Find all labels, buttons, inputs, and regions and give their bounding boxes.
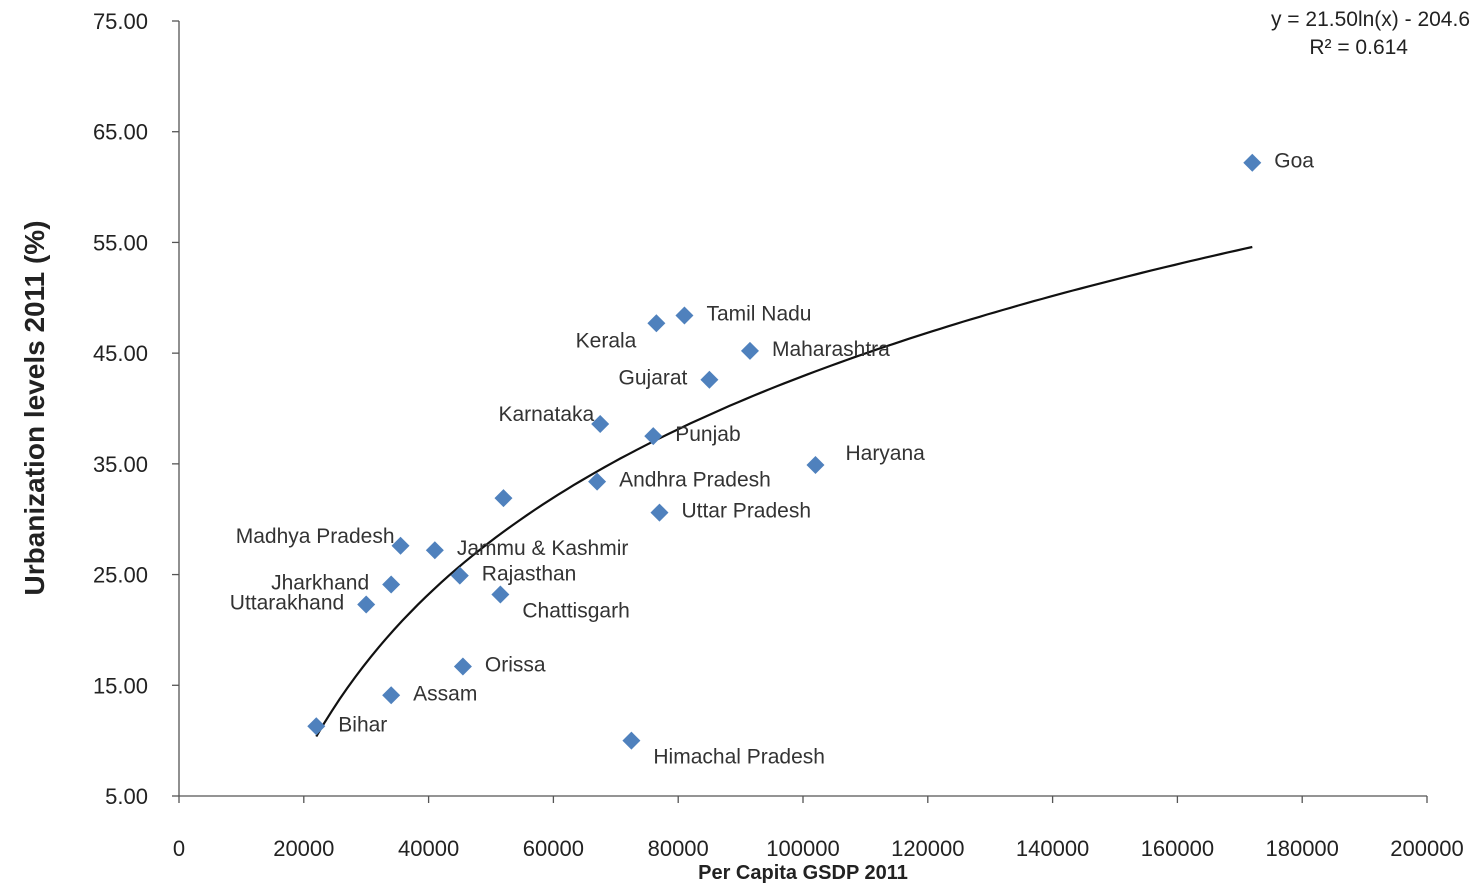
y-tick-label: 65.00 xyxy=(93,120,148,145)
x-tick-label: 20000 xyxy=(273,836,334,861)
data-point xyxy=(491,585,510,604)
data-point xyxy=(644,427,663,446)
data-point-label: Uttarakhand xyxy=(230,591,344,614)
trendline xyxy=(315,245,1253,738)
data-point xyxy=(650,503,669,522)
y-tick-label: 5.00 xyxy=(105,784,148,809)
data-point xyxy=(494,489,513,508)
equation-box: y = 21.50ln(x) - 204.6 R² = 0.614 xyxy=(1271,8,1470,59)
data-point-label: Jammu & Kashmir xyxy=(457,537,629,560)
data-point xyxy=(450,566,469,585)
data-point-label: Haryana xyxy=(845,442,925,465)
data-point-label: Karnataka xyxy=(498,403,594,426)
data-point xyxy=(622,731,641,750)
x-tick-label: 160000 xyxy=(1141,836,1214,861)
axes: 5.00 15.00 25.00 35.00 45.00 55.00 65.00 75.00 0… xyxy=(93,9,1464,861)
y-tick-label: 55.00 xyxy=(93,230,148,255)
x-tick-label: 200000 xyxy=(1390,836,1463,861)
data-point-label: Assam xyxy=(413,682,477,705)
data-point xyxy=(806,455,825,474)
y-axis-title-text: Urbanization levels 2011 (%) xyxy=(19,220,50,595)
y-axis-title: Urbanization levels 2011 (%) xyxy=(19,220,50,595)
data-point-label: Punjab xyxy=(675,423,740,446)
r-squared: R² = 0.614 xyxy=(1309,36,1408,59)
data-point-label: Andhra Pradesh xyxy=(619,469,771,492)
data-point xyxy=(453,657,472,676)
trendline-equation: y = 21.50ln(x) - 204.6 xyxy=(1271,8,1470,31)
y-tick-label: 25.00 xyxy=(93,563,148,588)
x-tick-label: 100000 xyxy=(766,836,839,861)
x-tick-label: 120000 xyxy=(891,836,964,861)
y-tick-label: 35.00 xyxy=(93,452,148,477)
data-point-label: Tamil Nadu xyxy=(706,303,811,326)
trendline-curve xyxy=(315,245,1253,738)
data-point xyxy=(307,717,326,736)
data-point xyxy=(382,686,401,705)
x-tick-label: 60000 xyxy=(523,836,584,861)
y-tick-label: 45.00 xyxy=(93,341,148,366)
data-point-label: Orissa xyxy=(485,653,546,676)
data-point xyxy=(675,306,694,325)
data-point xyxy=(647,314,666,333)
data-point-label: Bihar xyxy=(338,713,387,736)
x-tick-label: 0 xyxy=(173,836,185,861)
data-point-label: Jharkhand xyxy=(271,572,369,595)
data-point-label: Kerala xyxy=(576,329,637,352)
y-tick-label: 15.00 xyxy=(93,673,148,698)
x-tick-label: 180000 xyxy=(1265,836,1338,861)
data-point-label: Madhya Pradesh xyxy=(236,525,395,548)
data-point-label: Maharashtra xyxy=(772,338,890,361)
y-tick-label: 75.00 xyxy=(93,9,148,34)
data-point xyxy=(591,415,610,433)
data-point-label: Uttar Pradesh xyxy=(681,500,811,523)
x-tick-label: 40000 xyxy=(398,836,459,861)
data-point xyxy=(740,341,759,360)
data-point xyxy=(588,472,607,491)
x-axis-title: Per Capita GSDP 2011 xyxy=(698,862,908,884)
data-point xyxy=(425,541,444,560)
x-tick-label: 140000 xyxy=(1016,836,1089,861)
data-point-label: Goa xyxy=(1274,150,1314,173)
data-point xyxy=(357,595,376,614)
data-point-label: Chattisgarh xyxy=(522,600,629,623)
data-point-label: Rajasthan xyxy=(482,563,577,586)
data-points: Goa Tamil Nadu Kerala Maharashtra Gujarat Kar… xyxy=(230,150,1314,769)
x-tick-label: 80000 xyxy=(648,836,709,861)
data-point xyxy=(382,575,401,594)
data-point xyxy=(1243,153,1262,172)
data-point-label: Himachal Pradesh xyxy=(653,746,825,769)
data-point-label: Gujarat xyxy=(619,367,688,390)
data-point xyxy=(700,370,719,389)
data-point xyxy=(391,536,410,555)
